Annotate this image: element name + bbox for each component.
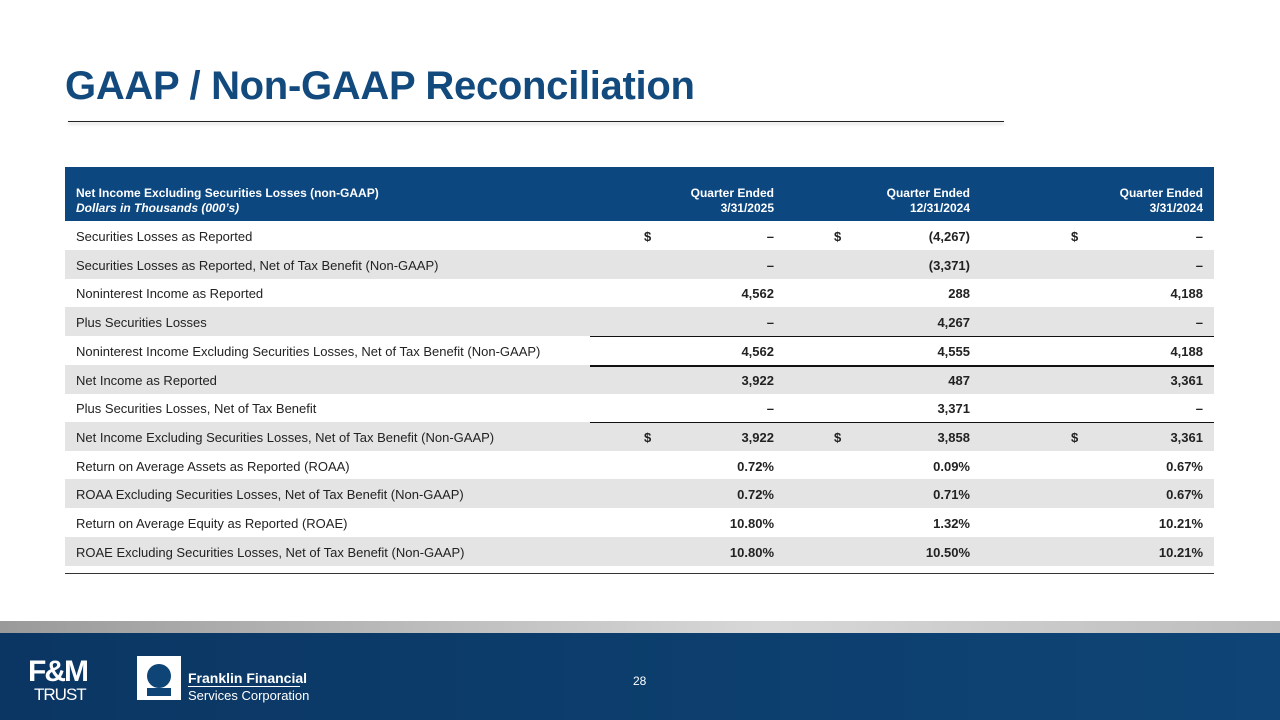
footer-band: [0, 621, 1280, 633]
table-row: ROAE Excluding Securities Losses, Net of…: [65, 536, 1214, 566]
table-header: Net Income Excluding Securities Losses (…: [65, 167, 1214, 221]
cell-value: –: [766, 401, 774, 417]
heading: Net Income Excluding Securities Losses (…: [76, 186, 379, 216]
cell-value: 0.67%: [1166, 458, 1203, 474]
title: GAAP / Non-GAAP Reconciliation: [65, 64, 695, 108]
row-label: ROAE Excluding Securities Losses, Net of…: [76, 544, 465, 560]
currency-sign: $: [1071, 429, 1079, 445]
cell-value: 1.32%: [933, 516, 970, 531]
cell-value: (4,267): [928, 229, 970, 244]
cell-value: 0.72%: [737, 487, 774, 503]
table-row: Securities Losses as Reported, Net of Ta…: [65, 249, 1214, 279]
cell-value: –: [766, 315, 774, 331]
table-row: Plus Securities Losses – 4,267 –: [65, 307, 1214, 337]
cell-value: (3,371): [928, 257, 970, 273]
cell-value: –: [766, 257, 774, 273]
currency-sign: $: [834, 429, 842, 445]
cell-value: 10.80%: [729, 516, 774, 531]
table-row: Noninterest Income as Reported 4,562 288 4,…: [65, 278, 1214, 307]
title-rule: [68, 121, 1004, 122]
table-bottom-rule: [65, 573, 1214, 574]
row-label: Securities Losses as Reported: [76, 229, 253, 244]
cell-value: 3,922: [741, 372, 774, 388]
column-header-line: 3/31/2024: [1149, 201, 1203, 215]
row-label: Plus Securities Losses, Net of Tax Benef…: [76, 401, 317, 417]
column-header-line: 3/31/2025: [720, 201, 774, 215]
row-label: Plus Securities Losses: [76, 315, 207, 331]
row-rule: [590, 335, 1214, 337]
table-row: Net Income Excluding Securities Losses, …: [65, 421, 1214, 451]
column-header-line: Quarter Ended: [690, 186, 774, 200]
logo-icon: [147, 664, 171, 696]
table-row: Return on Average Assets as Reported (RO…: [65, 451, 1214, 480]
brand-mark: F&M: [28, 655, 89, 688]
currency-sign: $: [644, 429, 652, 445]
cell-value: –: [1195, 257, 1203, 273]
logo: [137, 656, 181, 700]
cell-value: 10.80%: [729, 544, 774, 560]
cell-value: 3,361: [1170, 372, 1203, 388]
currency-sign: $: [644, 229, 652, 244]
footer: F&M TRUST Franklin Financial Services Co…: [0, 633, 1280, 720]
cell-value: 3,371: [937, 401, 970, 417]
cell-value: 4,555: [937, 343, 970, 359]
cell-value: 4,562: [741, 343, 774, 359]
row-rule: [590, 364, 1214, 367]
table-row: Return on Average Equity as Reported (RO…: [65, 508, 1214, 537]
row-label: ROAA Excluding Securities Losses, Net of…: [76, 487, 464, 503]
company-rule: [188, 686, 300, 687]
cell-value: 3,922: [741, 429, 774, 445]
table-row: Net Income as Reported 3,922 487 3,361: [65, 364, 1214, 394]
column-header-line: Quarter Ended: [886, 186, 970, 200]
cell-value: 0.67%: [1166, 487, 1203, 503]
row-rule: [590, 421, 1214, 423]
table-row: ROAA Excluding Securities Losses, Net of…: [65, 479, 1214, 509]
cell-value: 10.50%: [925, 544, 970, 560]
row-label: Net Income Excluding Securities Losses, …: [76, 429, 495, 445]
cell-value: 10.21%: [1158, 544, 1203, 560]
table-row: Noninterest Income Excluding Securities …: [65, 335, 1214, 365]
heading-line: Net Income Excluding Securities Losses (…: [76, 186, 379, 200]
row-label: Net Income as Reported: [76, 372, 217, 388]
cell-value: –: [1195, 315, 1203, 331]
column-header: Quarter Ended 3/31/2025: [574, 186, 774, 216]
column-header-line: 12/31/2024: [909, 201, 970, 215]
table-row: Securities Losses as Reported $ – $ (4,267) $…: [65, 221, 1214, 250]
row-label: Noninterest Income as Reported: [76, 286, 264, 302]
company-name: Services Corporation: [188, 688, 310, 703]
cell-value: 4,267: [937, 315, 970, 331]
table-row: Plus Securities Losses, Net of Tax Benef…: [65, 393, 1214, 422]
cell-value: 3,858: [937, 429, 970, 445]
cell-value: 4,188: [1170, 343, 1203, 359]
currency-sign: $: [1071, 229, 1079, 244]
brand-text: TRUST: [34, 685, 87, 704]
row-label: Return on Average Assets as Reported (RO…: [76, 458, 350, 474]
cell-value: 0.71%: [933, 487, 970, 503]
cell-value: 3,361: [1170, 429, 1203, 445]
row-label: Return on Average Equity as Reported (RO…: [76, 516, 348, 531]
cell-value: 4,188: [1170, 286, 1203, 302]
column-header: Quarter Ended 12/31/2024: [770, 186, 970, 216]
cell-value: 0.72%: [737, 458, 774, 474]
cell-value: 10.21%: [1158, 516, 1203, 531]
cell-value: 0.09%: [933, 458, 970, 474]
page-number: 28: [633, 674, 647, 688]
cell-value: 4,562: [741, 286, 774, 302]
company-name: Franklin Financial: [188, 670, 308, 686]
heading-line: Dollars in Thousands (000’s): [76, 201, 240, 215]
column-header-line: Quarter Ended: [1119, 186, 1203, 200]
cell-value: –: [766, 229, 774, 244]
cell-value: –: [1195, 229, 1203, 244]
column-header: Quarter Ended 3/31/2024: [1003, 186, 1203, 216]
row-label: Securities Losses as Reported, Net of Ta…: [76, 257, 439, 273]
currency-sign: $: [834, 229, 842, 244]
cell-value: 487: [948, 372, 970, 388]
cell-value: 288: [948, 286, 970, 302]
row-label: Noninterest Income Excluding Securities …: [76, 343, 541, 359]
cell-value: –: [1195, 401, 1203, 417]
